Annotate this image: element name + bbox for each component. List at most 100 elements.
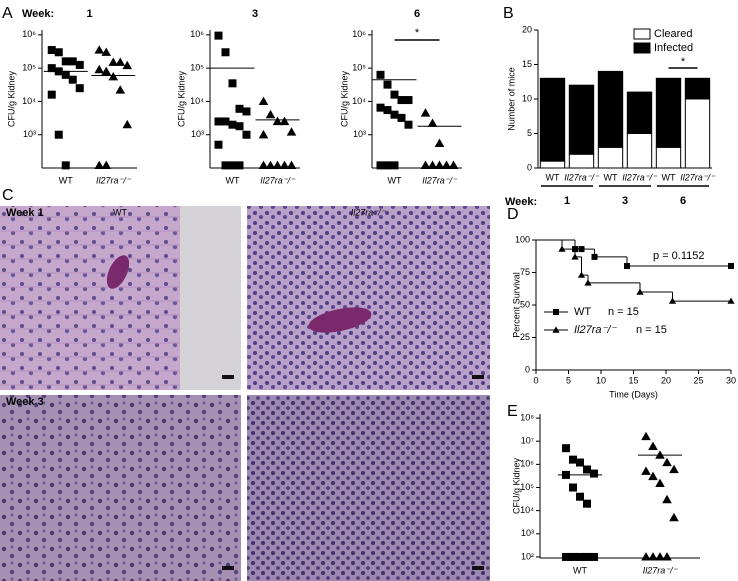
x-tick-label: WT — [59, 175, 73, 185]
marker — [265, 160, 276, 169]
week-number: 6 — [414, 8, 420, 20]
x-tick-label: Il27ra⁻/⁻ — [422, 175, 458, 185]
panel-letter: E — [507, 403, 518, 420]
x-tick-label: Il27ra⁻/⁻ — [260, 175, 296, 185]
marker — [383, 161, 392, 170]
legend-label: WT — [574, 306, 591, 318]
marker — [427, 160, 438, 169]
marker — [279, 160, 290, 169]
marker — [562, 444, 570, 453]
x-tick-label: Il27ra⁻/⁻ — [96, 175, 132, 185]
marker — [94, 160, 105, 169]
bar-segment — [597, 70, 624, 148]
marker — [101, 160, 112, 169]
marker — [94, 64, 105, 74]
scale-bar — [222, 375, 234, 379]
x-tick-label: Il27ra⁻/⁻ — [622, 172, 658, 182]
marker — [562, 552, 570, 561]
week-number: 1 — [86, 8, 92, 20]
marker — [94, 45, 105, 54]
x-tick-label: Il27ra⁻/⁻ — [564, 172, 600, 182]
bar-segment — [684, 98, 711, 169]
marker — [214, 31, 223, 40]
y-axis-label: CFU/g Kidney — [176, 70, 186, 127]
significance-label: * — [681, 56, 686, 68]
y-axis-label: Number of mice — [506, 67, 516, 131]
x-tick-label: WT — [388, 175, 402, 185]
marker — [258, 160, 269, 169]
marker — [420, 108, 431, 117]
marker — [576, 458, 584, 467]
y-tick-label: 10⁴ — [22, 96, 36, 106]
panel-letter: A — [2, 5, 13, 22]
x-tick-label: WT — [546, 172, 560, 182]
x-tick-label: 20 — [661, 375, 671, 385]
marker — [235, 104, 244, 113]
x-tick-label: 15 — [628, 375, 638, 385]
marker — [397, 96, 406, 105]
x-tick-label: WT — [662, 172, 676, 182]
x-tick-label: 30 — [726, 375, 736, 385]
marker — [669, 512, 679, 522]
week-number: 6 — [680, 195, 686, 207]
legend-swatch — [633, 28, 651, 40]
marker — [75, 60, 84, 69]
marker — [669, 464, 679, 474]
marker — [221, 117, 230, 126]
marker — [242, 130, 251, 139]
marker — [272, 160, 283, 169]
x-tick-label: 0 — [533, 375, 538, 385]
column-label: Il27ra⁻/⁻ — [351, 207, 387, 217]
legend-marker — [553, 309, 559, 315]
marker — [47, 46, 56, 55]
marker — [655, 552, 665, 561]
marker — [122, 60, 133, 70]
marker — [286, 160, 297, 169]
y-tick-label: 5 — [527, 128, 532, 138]
legend-label: Infected — [654, 42, 693, 54]
marker — [662, 552, 672, 561]
marker — [54, 48, 63, 57]
y-tick-label: 10⁵ — [520, 482, 534, 492]
week-label: Week: — [505, 196, 537, 208]
marker — [383, 80, 392, 89]
legend-label: Cleared — [654, 28, 693, 40]
marker — [569, 552, 577, 561]
marker — [115, 57, 126, 66]
y-tick-label: 10⁴ — [190, 96, 204, 106]
marker — [441, 160, 452, 169]
histology-image — [0, 395, 241, 581]
bar-segment — [568, 84, 595, 155]
marker — [390, 90, 399, 99]
marker — [376, 70, 385, 79]
marker — [376, 161, 385, 170]
marker — [258, 129, 269, 139]
marker — [662, 494, 672, 504]
bar-segment — [539, 77, 566, 162]
y-tick-label: 10⁴ — [520, 505, 534, 515]
marker — [448, 160, 459, 169]
marker — [122, 119, 133, 129]
week-number: 3 — [252, 8, 258, 20]
marker — [583, 465, 591, 474]
y-tick-label: 50 — [520, 299, 530, 309]
marker — [648, 552, 658, 561]
marker — [61, 57, 70, 66]
y-tick-label: 10⁴ — [352, 96, 366, 106]
marker — [404, 96, 413, 105]
legend-swatch — [633, 42, 651, 54]
marker — [655, 478, 665, 488]
marker — [576, 492, 584, 501]
marker — [47, 64, 56, 73]
marker — [279, 116, 290, 126]
marker — [228, 120, 237, 129]
bar-segment — [655, 146, 682, 169]
bar-segment — [684, 77, 711, 100]
histology: Week 1 Week 3 WT Il27ra⁻/⁻ — [0, 204, 490, 581]
y-tick-label: 10⁶ — [352, 29, 366, 39]
marker — [258, 96, 269, 106]
marker — [47, 90, 56, 99]
marker — [235, 161, 244, 170]
y-tick-label: 10³ — [521, 528, 534, 538]
